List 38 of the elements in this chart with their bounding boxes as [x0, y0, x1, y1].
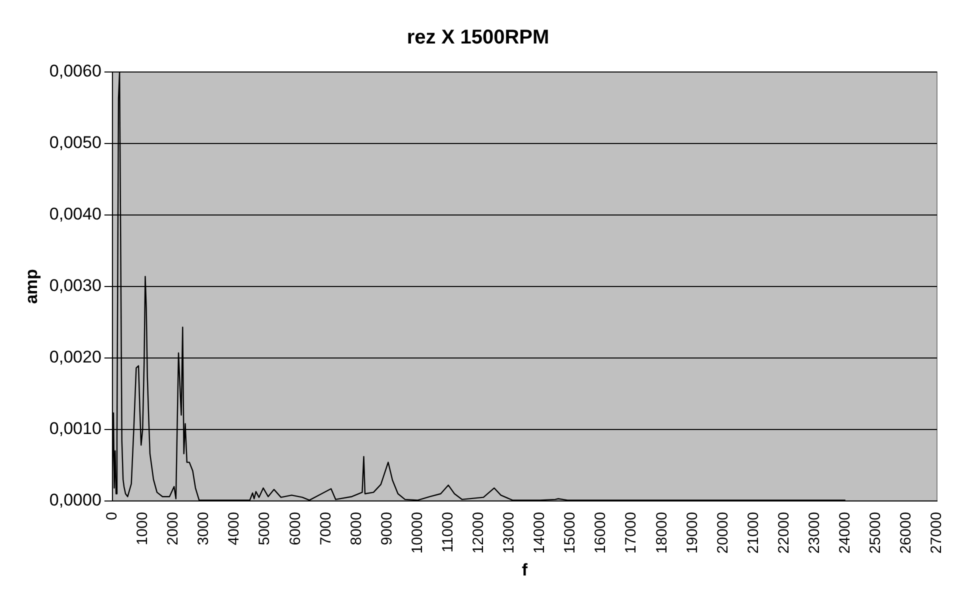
x-tick-label: 23000 — [806, 512, 823, 554]
x-tick-label: 8000 — [348, 512, 365, 546]
x-axis-title: f — [522, 560, 528, 580]
x-tick-label: 0 — [104, 512, 121, 520]
y-tick-label: 0,0030 — [49, 276, 102, 296]
y-tick-label: 0,0060 — [49, 62, 102, 81]
x-tick-label: 7000 — [317, 512, 334, 546]
x-tick-label: 13000 — [500, 512, 518, 554]
y-tick-label: 0,0020 — [49, 348, 102, 367]
y-axis-title: amp — [22, 268, 41, 304]
x-tick-label: 10000 — [408, 512, 426, 554]
x-tick-label: 16000 — [592, 512, 610, 554]
x-tick-label: 21000 — [744, 512, 762, 554]
x-tick-label: 27000 — [928, 512, 946, 554]
chart-title: rez X 1500RPM — [406, 26, 550, 49]
x-tick-label: 6000 — [286, 512, 304, 546]
x-tick-label: 25000 — [867, 512, 884, 554]
x-tick-label: 15000 — [562, 512, 579, 554]
x-tick-label: 1000 — [134, 512, 152, 546]
x-tick-label: 19000 — [684, 512, 701, 554]
x-tick-label: 3000 — [195, 512, 212, 546]
y-tick-label: 0,0010 — [49, 419, 102, 438]
x-tick-label: 22000 — [775, 512, 792, 554]
x-tick-label: 4000 — [226, 512, 243, 546]
x-tick-label: 20000 — [714, 512, 732, 554]
x-tick-label: 9000 — [378, 512, 396, 546]
y-tick-label: 0,0000 — [49, 490, 102, 510]
y-tick-label: 0,0050 — [49, 133, 102, 152]
x-tick-label: 18000 — [653, 512, 670, 554]
x-tick-label: 14000 — [531, 512, 548, 554]
x-tick-label: 26000 — [898, 512, 915, 554]
y-tick-label: 0,0040 — [49, 204, 102, 224]
x-tick-label: 11000 — [439, 512, 456, 552]
x-tick-label: 12000 — [470, 512, 488, 554]
x-tick-label: 17000 — [622, 512, 640, 554]
x-tick-label: 5000 — [256, 512, 274, 546]
x-tick-label: 2000 — [164, 512, 182, 546]
x-tick-label: 24000 — [836, 512, 854, 554]
